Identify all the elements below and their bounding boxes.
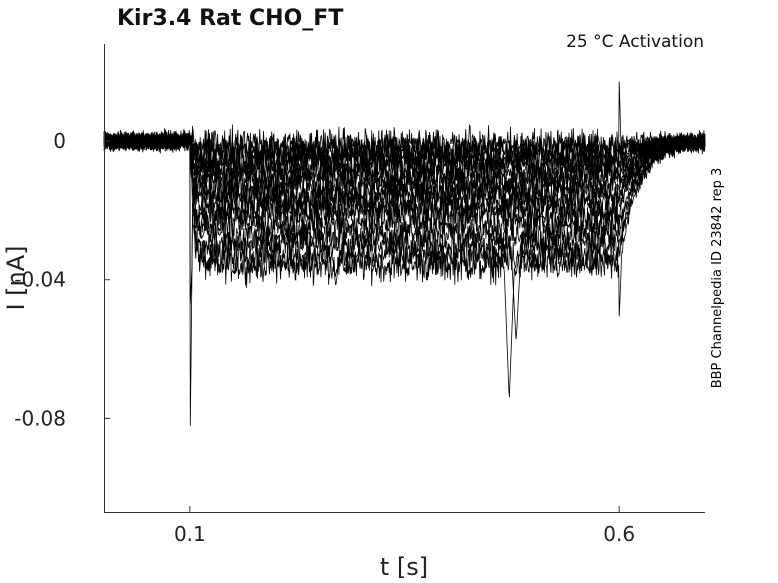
x-axis-label: t [s] <box>380 553 428 581</box>
y-tick-label: 0 <box>53 129 66 153</box>
y-axis-label: I [nA] <box>2 245 30 310</box>
y-tick-label: -0.08 <box>14 406 66 430</box>
y-tick-label: -0.04 <box>14 268 66 292</box>
chart-subtitle: 25 °C Activation <box>566 32 704 52</box>
x-tick-label: 0.1 <box>174 522 206 546</box>
channelpedia-id-label: BBP Channelpedia ID 23842 rep 3 <box>710 168 725 389</box>
x-ticks: 0.1 0.6 <box>174 506 635 546</box>
traces <box>103 81 706 426</box>
x-tick-label: 0.6 <box>603 522 635 546</box>
current-trace <box>103 129 706 304</box>
current-trace <box>103 81 706 167</box>
current-trace <box>103 130 706 215</box>
y-ticks: 0 -0.04 -0.08 <box>14 129 110 430</box>
chart-title: Kir3.4 Rat CHO_FT <box>117 6 343 31</box>
current-trace <box>103 131 706 199</box>
plot-area: 0.1 0.6 0 -0.04 -0.08 <box>14 44 706 546</box>
